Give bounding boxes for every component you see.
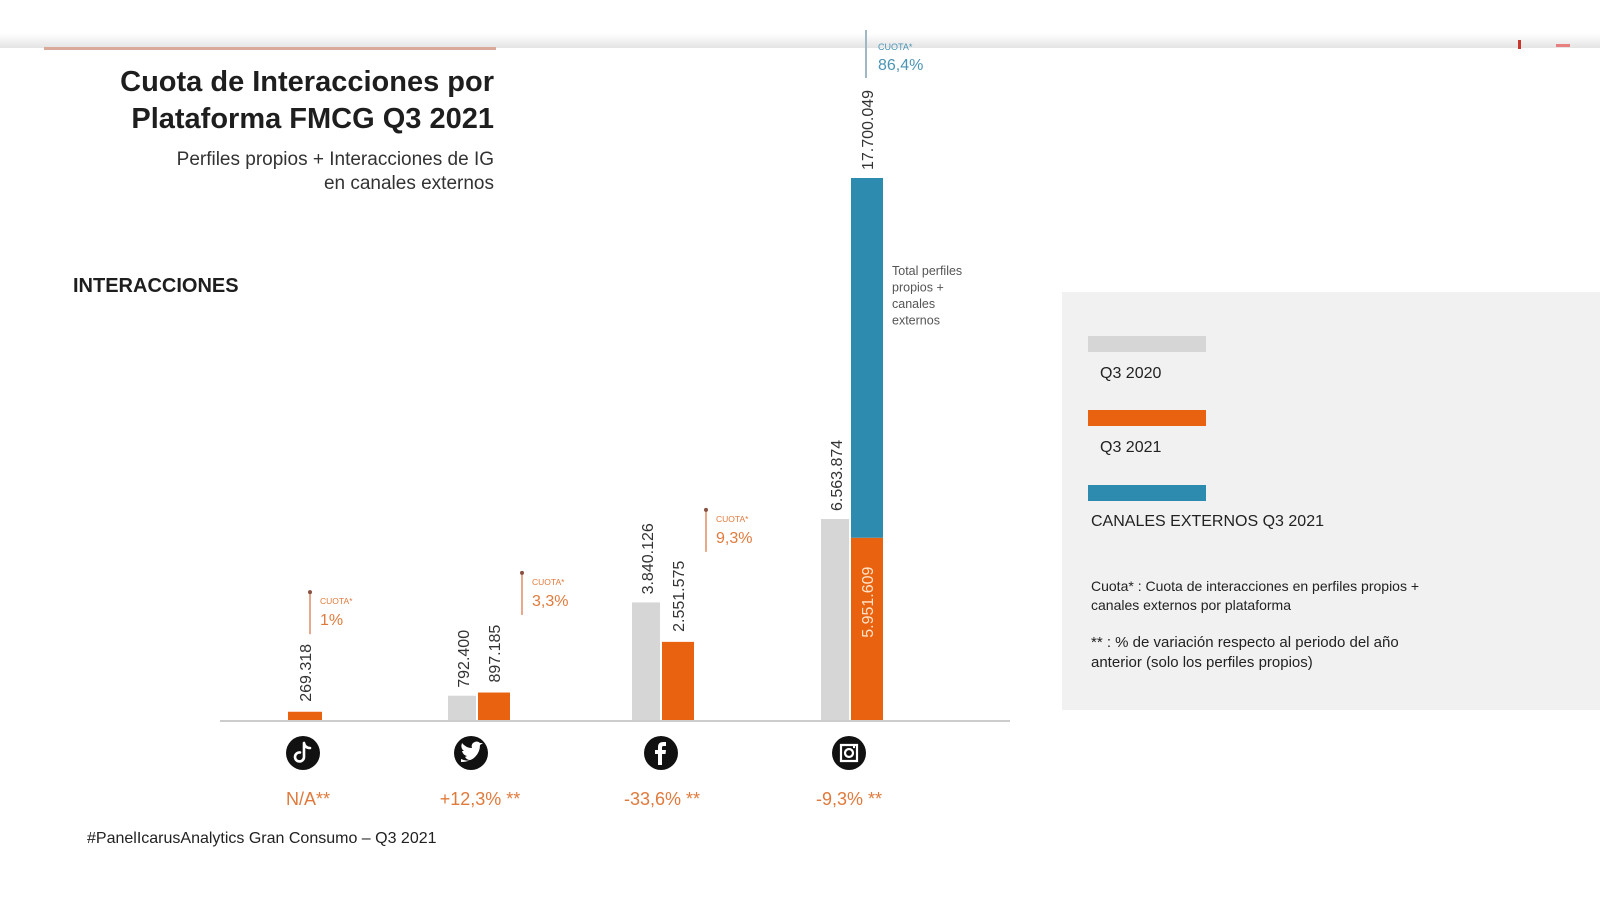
legend-note-cuota-line-1: Cuota* : Cuota de interacciones en perfi… [1091, 578, 1420, 594]
page-subtitle-line-2: en canales externos [323, 173, 494, 194]
stack-annotation-line: Total perfiles [892, 264, 962, 278]
cuota-value-instagram: 86,4% [878, 57, 923, 74]
legend-note-cuota-line-2: canales externos por plataforma [1091, 597, 1291, 613]
variation-label-twitter: +12,3% ** [440, 789, 521, 809]
bar-q3-2020-twitter [448, 695, 476, 720]
page-subtitle: Perfiles propios + Interacciones de IG e… [177, 148, 494, 196]
data-label-q3-2020-facebook: 3.840.126 [640, 523, 657, 594]
bar-q3-2021-tiktok [288, 711, 322, 720]
cuota-caption-twitter: CUOTA* [532, 577, 565, 587]
bar-chart: 269.318 CUOTA* 1% N/A** 792.400 897.185 CUOTA*… [220, 30, 1010, 809]
facebook-icon-glyph [655, 742, 666, 765]
top-bar [0, 0, 1600, 48]
legend-panel: Q3 2020 Q3 2021 CANALES EXTERNOS Q3 2021… [1062, 292, 1600, 710]
instagram-icon [832, 736, 866, 770]
bar-q3-2020-facebook [632, 602, 660, 720]
page-title-line-2: Plataforma FMCG Q3 2021 [131, 103, 494, 135]
tiktok-icon-glyph [293, 741, 312, 763]
data-label-q3-2021-tiktok: 269.318 [298, 644, 315, 702]
bar-q3-2021-instagram [851, 537, 883, 720]
header-divider [44, 47, 496, 50]
data-label-q3-2021-facebook: 2.551.575 [671, 561, 688, 632]
twitter-icon [454, 736, 488, 770]
variation-label-facebook: -33,6% ** [624, 789, 700, 809]
stack-annotation-line: propios + [892, 281, 944, 295]
cuota-value-facebook: 9,3% [716, 530, 752, 547]
cuota-dot-facebook [704, 507, 708, 512]
legend-label-q3-2021: Q3 2021 [1100, 439, 1162, 456]
legend-swatch-q3-2021 [1088, 410, 1206, 426]
twitter-icon-glyph [461, 741, 483, 762]
cuota-value-twitter: 3,3% [532, 593, 568, 610]
footer-caption: #PanelIcarusAnalytics Gran Consumo – Q3 … [87, 830, 437, 847]
page-title-line-1: Cuota de Interacciones por [120, 66, 494, 98]
data-label-q3-2020-instagram: 6.563.874 [829, 440, 846, 511]
cuota-dot-twitter [520, 570, 524, 575]
data-label-total-instagram: 17.700.049 [860, 90, 877, 170]
legend-label-q3-2020: Q3 2020 [1100, 365, 1162, 382]
legend-swatch-q3-2020 [1088, 336, 1206, 352]
page-title: Cuota de Interacciones por Plataforma FM… [120, 64, 494, 138]
bar-externos-instagram [851, 178, 883, 538]
legend-label-externos: CANALES EXTERNOS Q3 2021 [1091, 513, 1324, 530]
instagram-icon-glyph [839, 743, 859, 763]
bar-q3-2021-twitter [478, 692, 510, 720]
cuota-caption-tiktok: CUOTA* [320, 596, 353, 606]
data-label-q3-2021-twitter: 897.185 [487, 625, 504, 683]
header-marker-secondary [1556, 44, 1570, 47]
cuota-caption-instagram: CUOTA* [878, 42, 913, 52]
facebook-icon [644, 736, 678, 770]
stack-annotation-line: canales [892, 297, 935, 311]
variation-label-instagram: -9,3% ** [816, 789, 882, 809]
legend-note-variation-line-1: ** : % de variación respecto al periodo … [1091, 634, 1399, 651]
data-label-q3-2020-twitter: 792.400 [456, 630, 473, 688]
legend-note-variation-line-2: anterior (solo los perfiles propios) [1091, 654, 1313, 671]
cuota-value-tiktok: 1% [320, 612, 343, 629]
bar-q3-2021-facebook [662, 641, 694, 720]
variation-label-tiktok: N/A** [286, 789, 330, 809]
legend-swatch-externos [1088, 485, 1206, 501]
y-axis-label: INTERACCIONES [73, 275, 239, 297]
cuota-dot-tiktok [308, 590, 312, 595]
data-label-q3-2021-instagram: 5.951.609 [860, 566, 877, 637]
tiktok-icon [286, 736, 320, 770]
legend-note-variation: ** : % de variación respecto al periodo … [1091, 633, 1491, 673]
cuota-caption-facebook: CUOTA* [716, 514, 749, 524]
bar-q3-2020-instagram [821, 519, 849, 720]
stack-annotation-line: externos [892, 314, 940, 328]
page-subtitle-line-1: Perfiles propios + Interacciones de IG [176, 149, 494, 170]
legend-note-cuota: Cuota* : Cuota de interacciones en perfi… [1091, 577, 1491, 615]
header-marker [1518, 40, 1521, 49]
